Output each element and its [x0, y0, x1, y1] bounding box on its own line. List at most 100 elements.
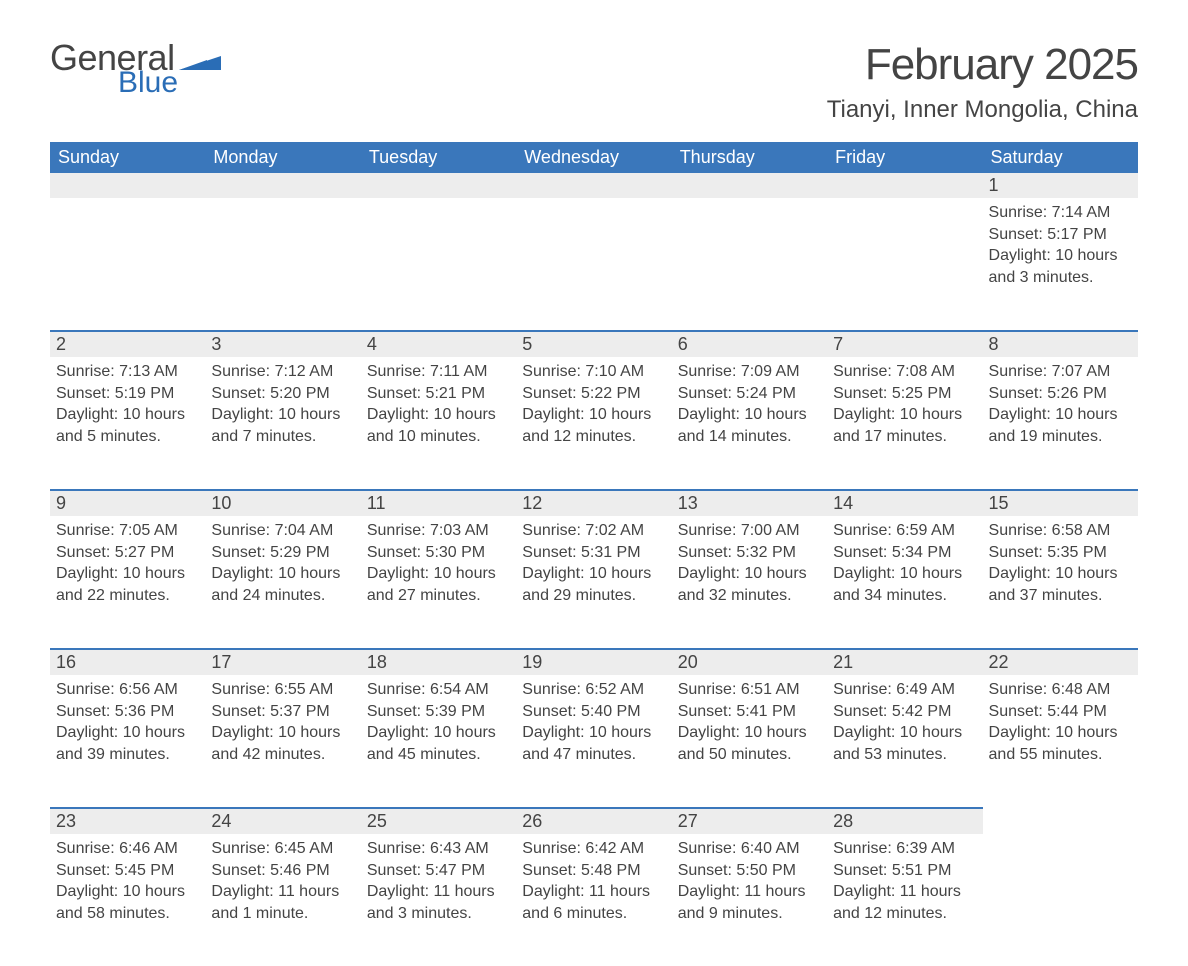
day-number-cell [827, 173, 982, 198]
day-data: Sunrise: 6:52 AMSunset: 5:40 PMDaylight:… [516, 675, 671, 775]
day-number-cell: 19 [516, 648, 671, 675]
sunset-text: Sunset: 5:20 PM [211, 383, 354, 405]
sunrise-text: Sunrise: 6:42 AM [522, 838, 665, 860]
daylight-text: Daylight: 10 hours and 29 minutes. [522, 563, 665, 606]
sunset-text: Sunset: 5:17 PM [989, 224, 1132, 246]
sunrise-text: Sunrise: 7:11 AM [367, 361, 510, 383]
day-data-row: Sunrise: 7:05 AMSunset: 5:27 PMDaylight:… [50, 516, 1138, 648]
day-number-cell: 5 [516, 330, 671, 357]
weekday-header-row: Sunday Monday Tuesday Wednesday Thursday… [50, 142, 1138, 173]
day-number-cell: 24 [205, 807, 360, 834]
day-data: Sunrise: 6:49 AMSunset: 5:42 PMDaylight:… [827, 675, 982, 775]
day-cell: Sunrise: 6:42 AMSunset: 5:48 PMDaylight:… [516, 834, 671, 966]
sunset-text: Sunset: 5:36 PM [56, 701, 199, 723]
sunset-text: Sunset: 5:21 PM [367, 383, 510, 405]
day-data: Sunrise: 7:13 AMSunset: 5:19 PMDaylight:… [50, 357, 205, 457]
day-data: Sunrise: 7:00 AMSunset: 5:32 PMDaylight:… [672, 516, 827, 616]
daylight-text: Daylight: 10 hours and 39 minutes. [56, 722, 199, 765]
day-cell: Sunrise: 7:03 AMSunset: 5:30 PMDaylight:… [361, 516, 516, 648]
daylight-text: Daylight: 10 hours and 7 minutes. [211, 404, 354, 447]
day-data-row: Sunrise: 6:56 AMSunset: 5:36 PMDaylight:… [50, 675, 1138, 807]
day-cell: Sunrise: 6:54 AMSunset: 5:39 PMDaylight:… [361, 675, 516, 807]
sunrise-text: Sunrise: 7:13 AM [56, 361, 199, 383]
day-data: Sunrise: 6:59 AMSunset: 5:34 PMDaylight:… [827, 516, 982, 616]
day-number-row: 1 [50, 173, 1138, 198]
daylight-text: Daylight: 10 hours and 27 minutes. [367, 563, 510, 606]
day-data: Sunrise: 7:07 AMSunset: 5:26 PMDaylight:… [983, 357, 1138, 457]
day-number-cell: 15 [983, 489, 1138, 516]
day-number-cell: 23 [50, 807, 205, 834]
day-number: 21 [827, 648, 982, 675]
sunrise-text: Sunrise: 7:09 AM [678, 361, 821, 383]
sunset-text: Sunset: 5:32 PM [678, 542, 821, 564]
weekday-header: Saturday [983, 142, 1138, 173]
sunset-text: Sunset: 5:30 PM [367, 542, 510, 564]
daylight-text: Daylight: 10 hours and 14 minutes. [678, 404, 821, 447]
day-cell [516, 198, 671, 330]
day-cell: Sunrise: 7:08 AMSunset: 5:25 PMDaylight:… [827, 357, 982, 489]
day-number-cell: 21 [827, 648, 982, 675]
day-number-cell: 28 [827, 807, 982, 834]
day-number-cell: 20 [672, 648, 827, 675]
sunrise-text: Sunrise: 6:59 AM [833, 520, 976, 542]
day-cell [50, 198, 205, 330]
logo: General Blue [50, 40, 221, 98]
day-data: Sunrise: 7:08 AMSunset: 5:25 PMDaylight:… [827, 357, 982, 457]
flag-icon [179, 46, 221, 70]
day-cell: Sunrise: 6:59 AMSunset: 5:34 PMDaylight:… [827, 516, 982, 648]
day-data: Sunrise: 6:48 AMSunset: 5:44 PMDaylight:… [983, 675, 1138, 775]
day-data: Sunrise: 6:45 AMSunset: 5:46 PMDaylight:… [205, 834, 360, 934]
day-number: 16 [50, 648, 205, 675]
day-number: 5 [516, 330, 671, 357]
empty-day-number [50, 173, 205, 198]
day-number-row: 232425262728 [50, 807, 1138, 834]
day-number-cell: 25 [361, 807, 516, 834]
sunset-text: Sunset: 5:25 PM [833, 383, 976, 405]
sunset-text: Sunset: 5:42 PM [833, 701, 976, 723]
sunrise-text: Sunrise: 7:10 AM [522, 361, 665, 383]
logo-text-blue: Blue [118, 68, 221, 98]
sunrise-text: Sunrise: 7:04 AM [211, 520, 354, 542]
day-number: 26 [516, 807, 671, 834]
day-number-cell: 2 [50, 330, 205, 357]
day-cell: Sunrise: 6:51 AMSunset: 5:41 PMDaylight:… [672, 675, 827, 807]
sunrise-text: Sunrise: 7:02 AM [522, 520, 665, 542]
day-number: 12 [516, 489, 671, 516]
daylight-text: Daylight: 10 hours and 12 minutes. [522, 404, 665, 447]
sunrise-text: Sunrise: 7:12 AM [211, 361, 354, 383]
day-number-cell [50, 173, 205, 198]
sunrise-text: Sunrise: 6:46 AM [56, 838, 199, 860]
day-number: 25 [361, 807, 516, 834]
sunrise-text: Sunrise: 7:07 AM [989, 361, 1132, 383]
day-cell: Sunrise: 7:07 AMSunset: 5:26 PMDaylight:… [983, 357, 1138, 489]
day-data: Sunrise: 6:42 AMSunset: 5:48 PMDaylight:… [516, 834, 671, 934]
sunset-text: Sunset: 5:50 PM [678, 860, 821, 882]
day-number: 11 [361, 489, 516, 516]
sunset-text: Sunset: 5:31 PM [522, 542, 665, 564]
day-cell [672, 198, 827, 330]
weekday-header: Tuesday [361, 142, 516, 173]
sunset-text: Sunset: 5:19 PM [56, 383, 199, 405]
day-number: 9 [50, 489, 205, 516]
day-number: 22 [983, 648, 1138, 675]
day-cell: Sunrise: 6:39 AMSunset: 5:51 PMDaylight:… [827, 834, 982, 966]
day-cell: Sunrise: 7:09 AMSunset: 5:24 PMDaylight:… [672, 357, 827, 489]
sunset-text: Sunset: 5:44 PM [989, 701, 1132, 723]
day-number: 7 [827, 330, 982, 357]
day-cell: Sunrise: 7:05 AMSunset: 5:27 PMDaylight:… [50, 516, 205, 648]
day-number-cell: 18 [361, 648, 516, 675]
day-data: Sunrise: 6:39 AMSunset: 5:51 PMDaylight:… [827, 834, 982, 934]
day-number-cell: 4 [361, 330, 516, 357]
sunset-text: Sunset: 5:51 PM [833, 860, 976, 882]
day-number-cell: 8 [983, 330, 1138, 357]
title-block: February 2025 Tianyi, Inner Mongolia, Ch… [827, 40, 1138, 124]
daylight-text: Daylight: 10 hours and 19 minutes. [989, 404, 1132, 447]
day-number: 8 [983, 330, 1138, 357]
day-cell: Sunrise: 7:11 AMSunset: 5:21 PMDaylight:… [361, 357, 516, 489]
day-cell: Sunrise: 6:46 AMSunset: 5:45 PMDaylight:… [50, 834, 205, 966]
weekday-header: Thursday [672, 142, 827, 173]
day-data: Sunrise: 7:03 AMSunset: 5:30 PMDaylight:… [361, 516, 516, 616]
daylight-text: Daylight: 10 hours and 53 minutes. [833, 722, 976, 765]
day-number-cell: 7 [827, 330, 982, 357]
sunrise-text: Sunrise: 6:48 AM [989, 679, 1132, 701]
